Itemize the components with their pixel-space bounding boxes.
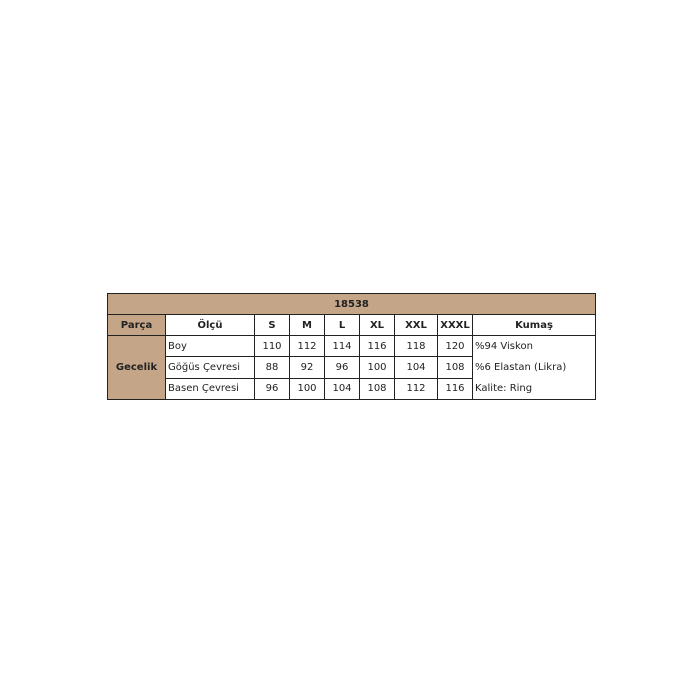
value-cell: 118 <box>394 334 438 358</box>
value-cell: 120 <box>437 334 473 358</box>
measure-label: Boy <box>165 334 255 358</box>
value-cell: 116 <box>359 334 395 358</box>
fabric-line: %6 Elastan (Likra) <box>475 362 567 373</box>
value-cell: 112 <box>394 377 438 401</box>
header-parca: Parça <box>107 314 166 336</box>
value-cell: 116 <box>437 377 473 401</box>
value-cell: 100 <box>359 356 395 379</box>
header-xl: XL <box>359 314 395 336</box>
header-kumas: Kumaş <box>472 314 596 336</box>
value-cell: 110 <box>254 334 290 358</box>
value-cell: 104 <box>394 356 438 379</box>
size-chart-table: 18538 Parça Ölçü S M L XL XXL XXXL Kumaş… <box>107 293 596 401</box>
value-cell: 96 <box>324 356 360 379</box>
table-row: Göğüs Çevresi 88 92 96 100 104 108 <box>108 356 596 379</box>
header-xxxl: XXXL <box>437 314 473 336</box>
header-xxl: XXL <box>394 314 438 336</box>
value-cell: 114 <box>324 334 360 358</box>
title-row: 18538 <box>107 293 596 315</box>
header-row: Parça Ölçü S M L XL XXL XXXL Kumaş <box>107 314 596 336</box>
table-row: Gecelik Boy 110 112 114 116 118 120 %94 … <box>107 334 596 400</box>
value-cell: 100 <box>289 377 325 401</box>
header-s: S <box>254 314 290 336</box>
fabric-cell: %94 Viskon %6 Elastan (Likra) Kalite: Ri… <box>472 335 596 400</box>
header-m: M <box>289 314 325 336</box>
value-cell: 108 <box>359 377 395 401</box>
value-cell: 112 <box>289 334 325 358</box>
value-cell: 88 <box>254 356 290 379</box>
header-olcu: Ölçü <box>165 314 255 336</box>
product-code: 18538 <box>107 293 596 315</box>
measure-label: Basen Çevresi <box>165 377 255 401</box>
measure-label: Göğüs Çevresi <box>165 356 255 379</box>
fabric-line: Kalite: Ring <box>475 383 533 394</box>
table-row: Basen Çevresi 96 100 104 108 112 116 <box>108 377 596 401</box>
value-cell: 108 <box>437 356 473 379</box>
value-cell: 92 <box>289 356 325 379</box>
fabric-line: %94 Viskon <box>475 341 533 352</box>
header-l: L <box>324 314 360 336</box>
part-cell: Gecelik <box>107 335 166 400</box>
value-cell: 96 <box>254 377 290 401</box>
value-cell: 104 <box>324 377 360 401</box>
